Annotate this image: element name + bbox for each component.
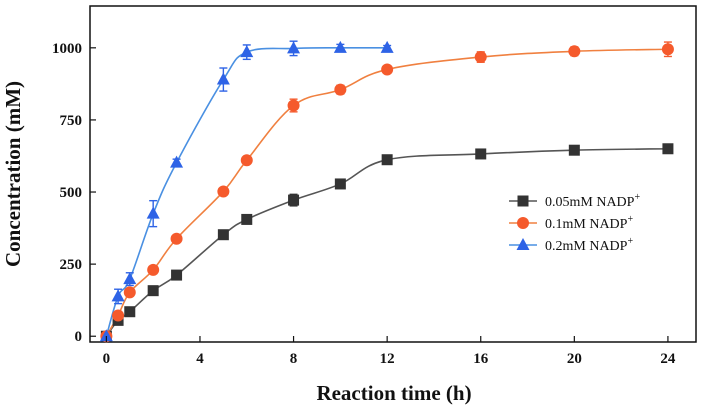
data-point-triangle — [240, 45, 254, 58]
legend-label-1: 0.1mM NADP+ — [545, 214, 633, 232]
data-point-square — [662, 143, 674, 155]
data-point-circle — [568, 45, 581, 58]
data-point-square — [334, 178, 346, 190]
y-tick-label: 500 — [60, 185, 83, 201]
data-point-circle — [123, 286, 136, 299]
data-point-square — [147, 285, 159, 297]
data-point-triangle — [99, 329, 113, 342]
data-point-circle — [240, 154, 253, 167]
series-line-2 — [105, 46, 388, 337]
x-axis: 0 4 8 12 16 20 24 — [103, 336, 676, 367]
data-point-square — [568, 144, 580, 156]
data-point-square — [171, 269, 183, 281]
legend-marker-triangle — [516, 238, 530, 250]
x-tick-label: 4 — [196, 351, 204, 367]
data-point-triangle — [333, 40, 347, 53]
x-tick-label: 16 — [473, 351, 489, 367]
legend-label-2: 0.2mM NADP+ — [545, 236, 633, 254]
legend-marker-square — [517, 195, 529, 207]
data-point-circle — [474, 51, 487, 64]
series-line-1 — [105, 48, 668, 337]
data-point-circle — [112, 309, 125, 322]
data-point-triangle — [287, 41, 301, 54]
x-tick-label: 0 — [103, 351, 111, 367]
data-point-circle — [287, 99, 300, 112]
y-axis: 0 250 500 750 1000 — [52, 41, 96, 345]
legend-label-superscript: + — [627, 214, 633, 225]
data-point-triangle — [146, 206, 160, 219]
data-point-square — [217, 229, 229, 241]
legend-label-text: 0.05mM NADP — [545, 195, 635, 210]
data-point-circle — [334, 83, 347, 96]
legend-label-text: 0.1mM NADP — [545, 217, 628, 232]
data-point-triangle — [170, 155, 184, 168]
data-point-square — [241, 213, 253, 225]
data-point-square — [475, 148, 487, 160]
data-point-circle — [217, 185, 230, 198]
data-point-triangle — [111, 289, 125, 302]
data-point-triangle — [123, 272, 137, 285]
markers — [99, 40, 674, 343]
data-point-circle — [170, 232, 183, 245]
data-point-circle — [661, 43, 674, 56]
x-tick-label: 20 — [567, 351, 582, 367]
legend: 0.05mM NADP+0.1mM NADP+0.2mM NADP+ — [509, 192, 640, 254]
legend-label-superscript: + — [634, 192, 640, 203]
plot-frame — [89, 5, 697, 343]
x-tick-label: 12 — [380, 351, 395, 367]
legend-label-0: 0.05mM NADP+ — [545, 192, 640, 210]
data-point-square — [124, 306, 136, 318]
x-tick-label: 8 — [290, 351, 298, 367]
data-point-square — [288, 194, 300, 206]
series-lines — [105, 46, 668, 337]
legend-marker-circle — [517, 217, 529, 229]
y-tick-label: 750 — [60, 113, 83, 129]
legend-label-superscript: + — [627, 236, 633, 247]
x-tick-label: 24 — [660, 351, 676, 367]
y-tick-label: 0 — [75, 329, 83, 345]
data-point-circle — [381, 63, 394, 76]
data-point-square — [381, 154, 393, 166]
error-bars — [102, 40, 672, 340]
data-point-triangle — [216, 72, 230, 85]
y-tick-label: 250 — [60, 257, 83, 273]
data-point-triangle — [380, 40, 394, 53]
x-axis-title: Reaction time (h) — [316, 381, 471, 405]
legend-label-text: 0.2mM NADP — [545, 239, 628, 254]
y-axis-title: Concentration (mM) — [1, 81, 25, 267]
data-point-circle — [147, 263, 160, 276]
y-tick-label: 1000 — [52, 41, 82, 57]
